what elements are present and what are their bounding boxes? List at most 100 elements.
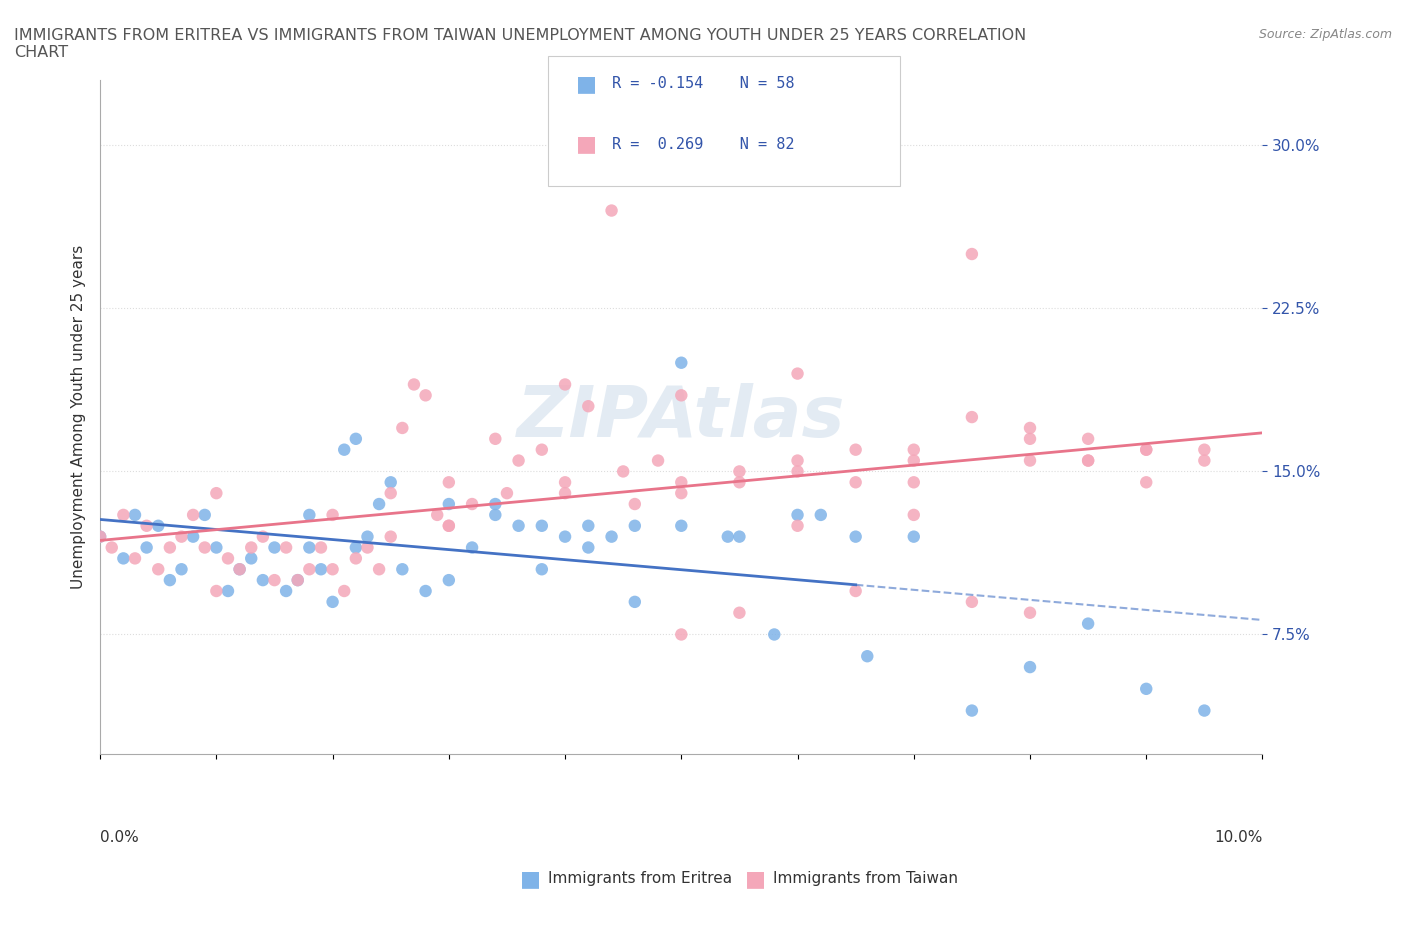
Point xyxy=(1077,432,1099,446)
Text: Source: ZipAtlas.com: Source: ZipAtlas.com xyxy=(1258,28,1392,41)
Point xyxy=(356,540,378,555)
Point xyxy=(461,540,484,555)
Point xyxy=(380,529,402,544)
Point xyxy=(845,475,868,490)
Point xyxy=(426,508,449,523)
Point xyxy=(728,529,751,544)
Point xyxy=(810,508,832,523)
Point xyxy=(368,497,391,512)
Point xyxy=(287,573,309,588)
Point xyxy=(205,583,228,598)
Point xyxy=(903,508,925,523)
Point xyxy=(437,518,460,533)
Point xyxy=(89,529,111,544)
Point xyxy=(728,475,751,490)
Point xyxy=(903,529,925,544)
Point xyxy=(437,475,460,490)
Point xyxy=(148,518,170,533)
Point xyxy=(647,453,669,468)
Point xyxy=(1194,703,1216,718)
Point xyxy=(576,540,599,555)
Point xyxy=(786,366,808,381)
Point xyxy=(763,627,786,642)
Point xyxy=(344,432,367,446)
Point xyxy=(205,540,228,555)
Point xyxy=(484,508,506,523)
Point xyxy=(194,540,217,555)
Point xyxy=(368,562,391,577)
Point xyxy=(309,562,332,577)
Text: ZIPAtlas: ZIPAtlas xyxy=(517,382,845,452)
Point xyxy=(600,529,623,544)
Text: Immigrants from Eritrea: Immigrants from Eritrea xyxy=(548,871,733,886)
Point xyxy=(903,453,925,468)
Point xyxy=(461,497,484,512)
Point xyxy=(228,562,250,577)
Point xyxy=(391,420,413,435)
Point xyxy=(845,443,868,458)
Point xyxy=(1194,443,1216,458)
Point xyxy=(508,518,530,533)
Text: R =  0.269    N = 82: R = 0.269 N = 82 xyxy=(612,137,794,152)
Point xyxy=(554,485,576,500)
Point xyxy=(240,540,263,555)
Point xyxy=(274,583,297,598)
Point xyxy=(1019,453,1042,468)
Point xyxy=(274,540,297,555)
Point xyxy=(228,562,250,577)
Point xyxy=(728,605,751,620)
Point xyxy=(159,540,181,555)
Point xyxy=(240,551,263,565)
Text: ■: ■ xyxy=(520,869,541,889)
Point xyxy=(1135,475,1157,490)
Point xyxy=(1077,453,1099,468)
Point xyxy=(671,475,693,490)
Point xyxy=(1077,453,1099,468)
Point xyxy=(1019,420,1042,435)
Text: R = -0.154    N = 58: R = -0.154 N = 58 xyxy=(612,76,794,91)
Point xyxy=(612,464,634,479)
Point xyxy=(845,583,868,598)
Point xyxy=(856,649,879,664)
Point xyxy=(124,508,146,523)
Point xyxy=(530,518,553,533)
Text: IMMIGRANTS FROM ERITREA VS IMMIGRANTS FROM TAIWAN UNEMPLOYMENT AMONG YOUTH UNDER: IMMIGRANTS FROM ERITREA VS IMMIGRANTS FR… xyxy=(14,28,1026,60)
Point xyxy=(252,529,274,544)
Point xyxy=(344,540,367,555)
Text: ■: ■ xyxy=(745,869,766,889)
Point xyxy=(112,551,135,565)
Point xyxy=(530,562,553,577)
Point xyxy=(1019,605,1042,620)
Point xyxy=(344,551,367,565)
Point xyxy=(1135,443,1157,458)
Point xyxy=(437,497,460,512)
Point xyxy=(600,203,623,218)
Point xyxy=(671,485,693,500)
Point xyxy=(671,518,693,533)
Point xyxy=(181,529,204,544)
Text: Immigrants from Taiwan: Immigrants from Taiwan xyxy=(773,871,959,886)
Point xyxy=(786,508,808,523)
Point xyxy=(252,573,274,588)
Point xyxy=(903,475,925,490)
Point xyxy=(391,562,413,577)
Point xyxy=(1135,443,1157,458)
Point xyxy=(287,573,309,588)
Point xyxy=(380,485,402,500)
Text: 0.0%: 0.0% xyxy=(100,830,139,845)
Point xyxy=(554,475,576,490)
Text: ■: ■ xyxy=(576,73,598,94)
Point xyxy=(728,464,751,479)
Point xyxy=(333,583,356,598)
Point xyxy=(263,573,285,588)
Text: ■: ■ xyxy=(576,134,598,154)
Point xyxy=(484,497,506,512)
Point xyxy=(530,443,553,458)
Point xyxy=(1019,432,1042,446)
Point xyxy=(845,529,868,544)
Point xyxy=(380,475,402,490)
Point xyxy=(148,562,170,577)
Point xyxy=(960,594,983,609)
Point xyxy=(624,497,647,512)
Point xyxy=(903,443,925,458)
